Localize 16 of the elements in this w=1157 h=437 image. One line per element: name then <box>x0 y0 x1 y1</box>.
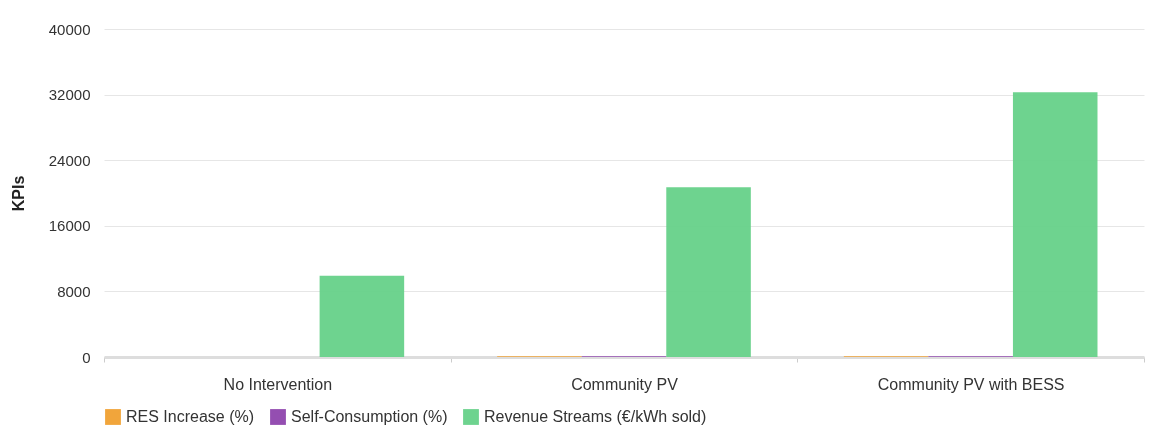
x-tick-label: No Intervention <box>223 375 333 393</box>
legend-label: RES Increase (%) <box>126 408 255 425</box>
bar <box>319 275 405 357</box>
y-tick-label: 40000 <box>48 20 91 38</box>
y-tick-label: 16000 <box>48 217 91 235</box>
y-tick-label: 8000 <box>57 282 91 300</box>
y-tick-label: 32000 <box>48 86 91 104</box>
y-axis-title: KPIs <box>9 175 27 212</box>
legend-label: Revenue Streams (€/kWh sold) <box>484 408 707 425</box>
x-tick-label: Community PV with BESS <box>877 375 1065 393</box>
bar <box>666 187 751 357</box>
y-tick-label: 24000 <box>48 151 91 169</box>
legend-label: Self-Consumption (%) <box>291 408 448 425</box>
y-tick-label: 0 <box>82 348 91 366</box>
x-tick-label: Community PV <box>571 375 679 393</box>
bar <box>1012 92 1098 357</box>
